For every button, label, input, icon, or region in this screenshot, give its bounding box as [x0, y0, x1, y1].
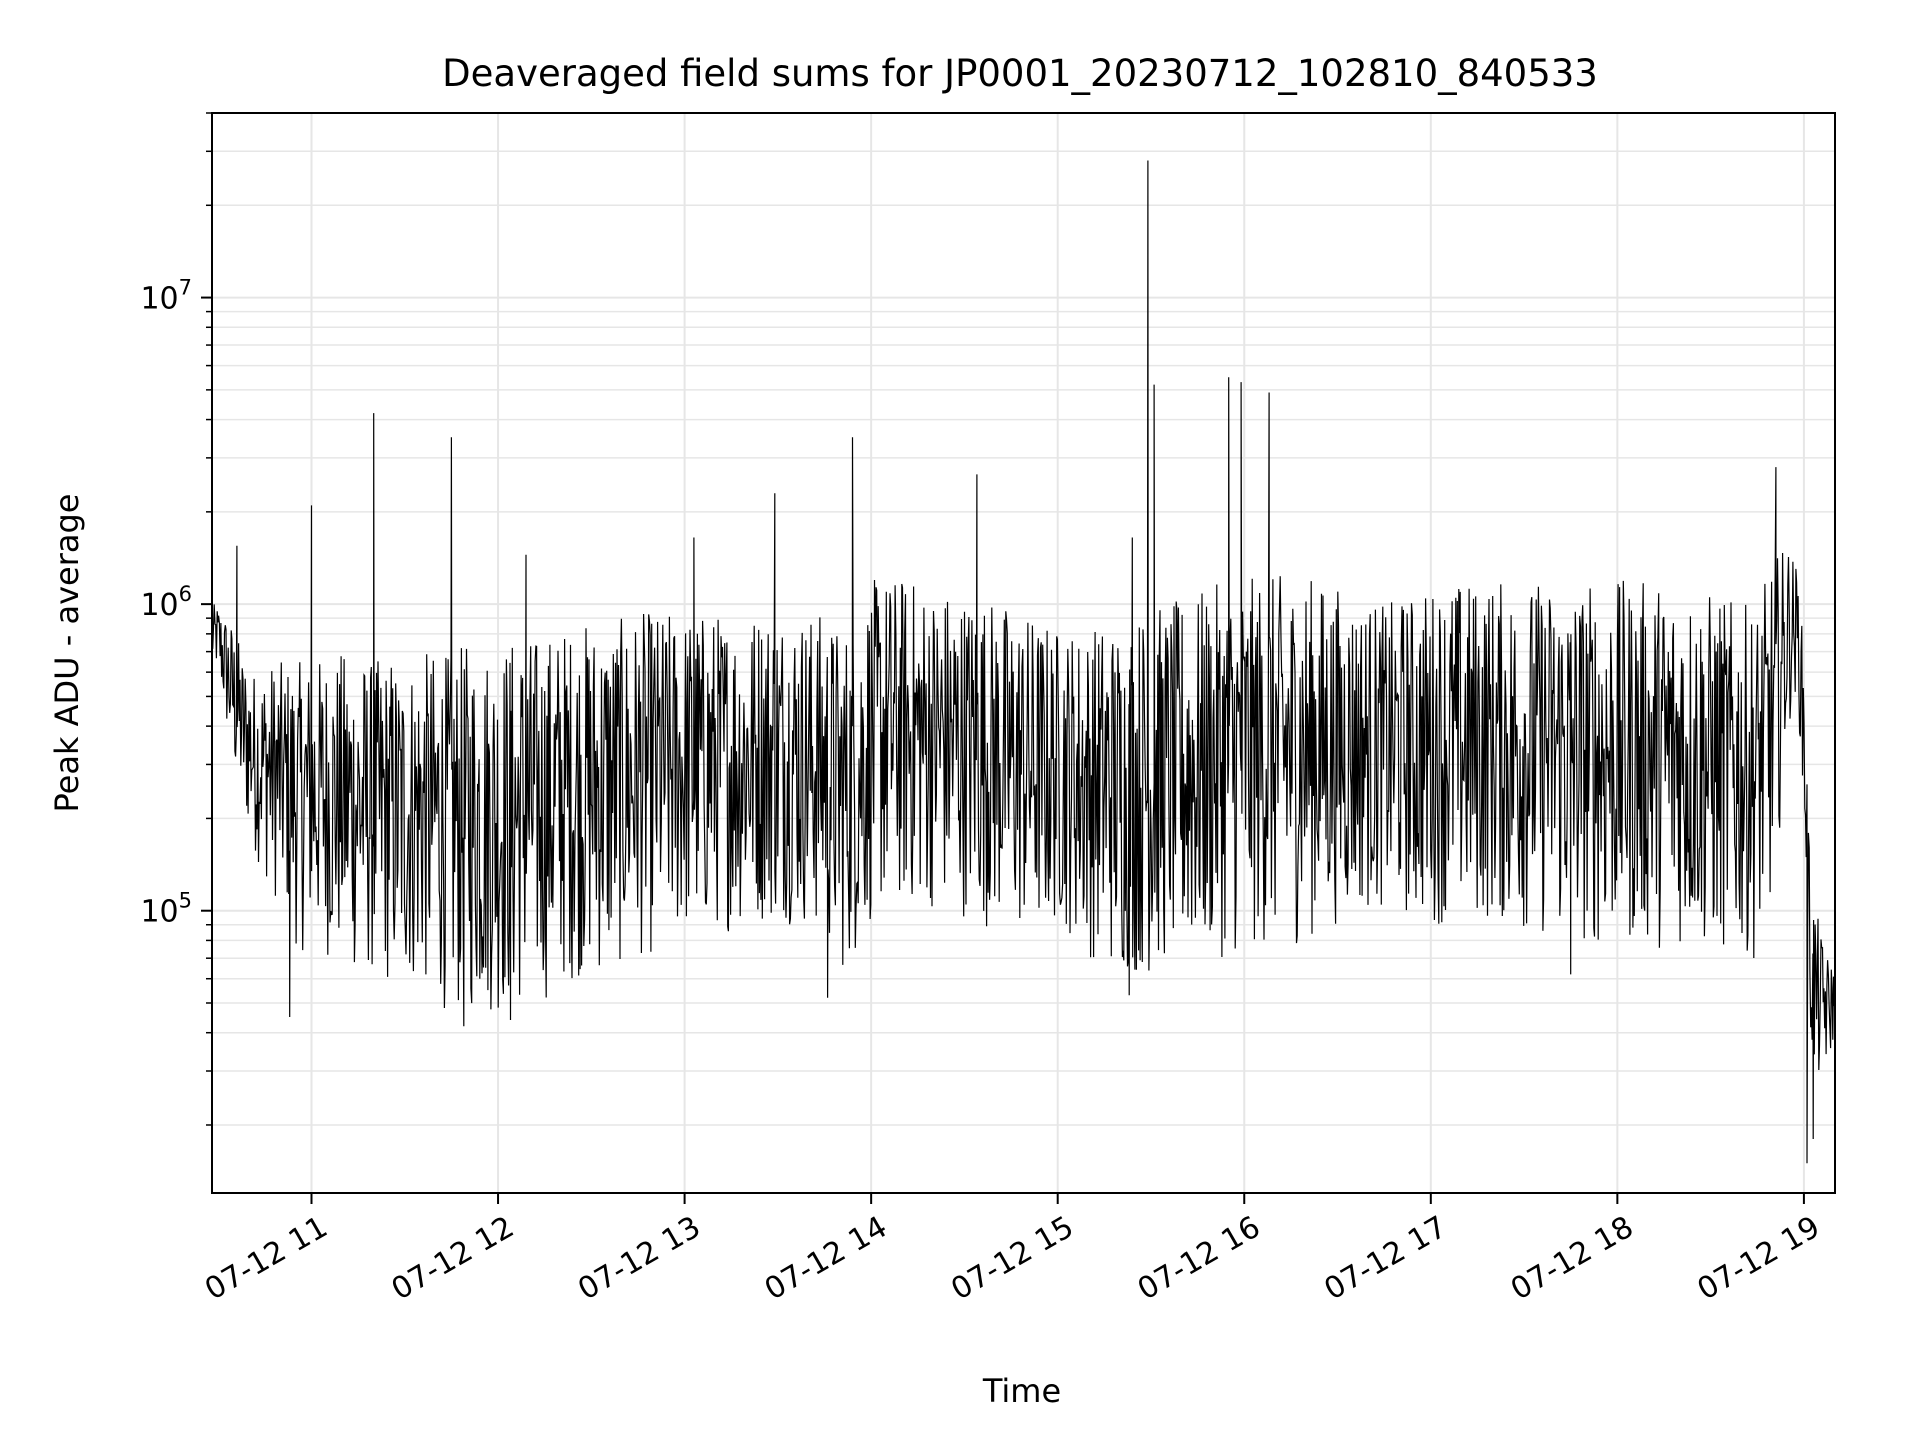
y-axis-label: Peak ADU - average [48, 494, 86, 813]
y-axis: 105 106 107 [140, 112, 212, 1126]
plot-area [211, 160, 1836, 1164]
plot-frame [211, 112, 1836, 1194]
y-tick-label: 106 [140, 582, 192, 623]
y-tick-label: 107 [140, 276, 192, 317]
chart-title: Deaveraged field sums for JP0001_2023071… [442, 52, 1598, 95]
y-tick-label: 105 [140, 889, 192, 930]
series-line [211, 160, 1836, 1164]
x-axis-label: Time [982, 1372, 1061, 1410]
